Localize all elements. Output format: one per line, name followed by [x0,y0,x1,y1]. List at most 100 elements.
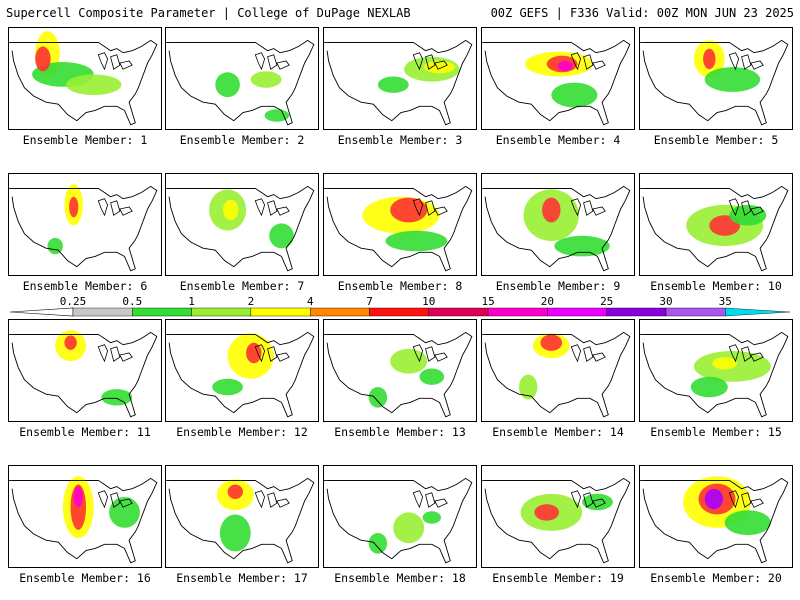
scp-field [215,72,240,98]
great-lakes [570,198,606,217]
colorbar-min-arrow [10,307,74,317]
scp-field [424,60,455,74]
member-label: Ensemble Member: 15 [650,425,782,439]
colorbar-tick-label: 2 [248,296,255,308]
colorbar-tick-label: 1 [188,296,195,308]
ensemble-panel: Ensemble Member: 16 [8,465,162,589]
ensemble-panel: Ensemble Member: 8 [323,173,477,297]
scp-field [264,109,290,122]
member-label: Ensemble Member: 2 [179,133,305,147]
coastline [11,477,158,564]
colorbar-tick-label: 0.5 [122,296,142,308]
scp-field [227,484,243,499]
member-label: Ensemble Member: 5 [653,133,779,147]
ensemble-panel: Ensemble Member: 5 [639,27,793,151]
colorbar-tick-label: 25 [600,296,613,308]
scp-field [219,514,251,552]
coastline [642,185,789,272]
coastline [326,477,473,564]
colorbar-tick-label: 4 [307,296,314,308]
scp-field [724,510,771,536]
ensemble-panel: Ensemble Member: 4 [481,27,635,151]
member-map [8,173,162,276]
great-lakes [97,198,133,217]
coastline [168,477,315,564]
ensemble-panel: Ensemble Member: 19 [481,465,635,589]
member-label: Ensemble Member: 13 [334,425,466,439]
coastline [11,185,158,272]
map-svg [482,477,631,564]
colorbar-segment [250,307,311,317]
map-svg [166,331,315,418]
great-lakes [570,490,606,509]
member-label: Ensemble Member: 4 [495,133,621,147]
great-lakes [728,490,764,509]
colorbar-segment [487,307,548,317]
map-svg [324,331,473,418]
ensemble-panel: Ensemble Member: 9 [481,173,635,297]
ensemble-panel: Ensemble Member: 7 [165,173,319,297]
member-map [481,465,635,568]
scp-field [729,204,767,226]
map-svg [9,184,158,272]
map-svg [166,185,315,272]
scp-field [704,67,761,92]
great-lakes [412,490,448,509]
member-label: Ensemble Member: 3 [337,133,463,147]
member-map [639,465,793,568]
ensemble-panel: Ensemble Member: 10 [639,173,793,297]
colorbar-tick-label: 10 [422,296,435,308]
great-lakes [97,490,133,509]
scp-field [712,357,737,370]
colorbar-segment [428,307,489,317]
scp-field [269,223,294,249]
great-lakes [412,198,448,217]
ensemble-panel: Ensemble Member: 20 [639,465,793,589]
member-label: Ensemble Member: 1 [22,133,148,147]
scp-field [540,334,563,351]
map-svg [166,477,315,564]
scp-field [390,197,428,223]
scp-field [223,199,239,221]
scp-field [377,76,409,93]
scp-field [704,488,724,510]
colorbar-tick-label: 15 [481,296,494,308]
coastline [484,185,631,272]
coastline [642,39,789,126]
valid-time-label: 00Z GEFS | F336 Valid: 00Z MON JUN 23 20… [490,6,794,20]
member-map [323,319,477,422]
member-label: Ensemble Member: 17 [176,571,308,585]
member-label: Ensemble Member: 8 [337,279,463,293]
scp-field [250,71,282,88]
map-svg [166,39,315,126]
map-svg [324,39,473,126]
member-map [165,465,319,568]
scp-field [542,197,561,223]
colorbar-tick-label: 30 [659,296,672,308]
member-map [639,173,793,276]
map-svg [482,185,631,272]
member-map [8,465,162,568]
coastline [168,185,315,272]
member-label: Ensemble Member: 7 [179,279,305,293]
ensemble-panel: Ensemble Member: 1 [8,27,162,151]
colorbar-segment [547,307,607,317]
member-map [8,319,162,422]
colorbar-tick-label: 7 [366,296,373,308]
ensemble-panel: Ensemble Member: 17 [165,465,319,589]
scp-field [69,196,79,218]
ensemble-panel: Ensemble Member: 3 [323,27,477,151]
member-label: Ensemble Member: 16 [19,571,151,585]
map-svg [640,331,789,418]
colorbar-legend: 0.25 0.5 1 2 4 7 10 15 20 25 30 35 [10,296,790,317]
member-label: Ensemble Member: 11 [19,425,151,439]
ensemble-panel: Ensemble Member: 11 [8,319,162,443]
member-label: Ensemble Member: 18 [334,571,466,585]
colorbar-tick-label: 0.25 [60,296,87,308]
great-lakes [728,198,764,217]
member-map [323,465,477,568]
colorbar-segment [606,307,667,317]
member-label: Ensemble Member: 20 [650,571,782,585]
map-svg [640,39,789,126]
scp-field [393,512,425,544]
